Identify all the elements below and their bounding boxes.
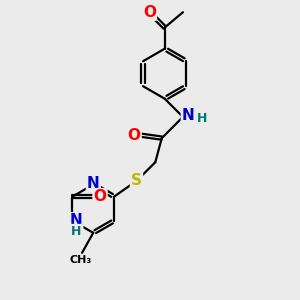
Text: N: N [70, 213, 82, 228]
Text: S: S [131, 173, 142, 188]
Text: N: N [87, 176, 100, 190]
Text: H: H [197, 112, 207, 124]
Text: H: H [71, 225, 81, 238]
Text: O: O [94, 189, 106, 204]
Text: O: O [128, 128, 141, 143]
Text: N: N [182, 108, 195, 123]
Text: O: O [143, 5, 156, 20]
Text: CH₃: CH₃ [70, 255, 92, 265]
